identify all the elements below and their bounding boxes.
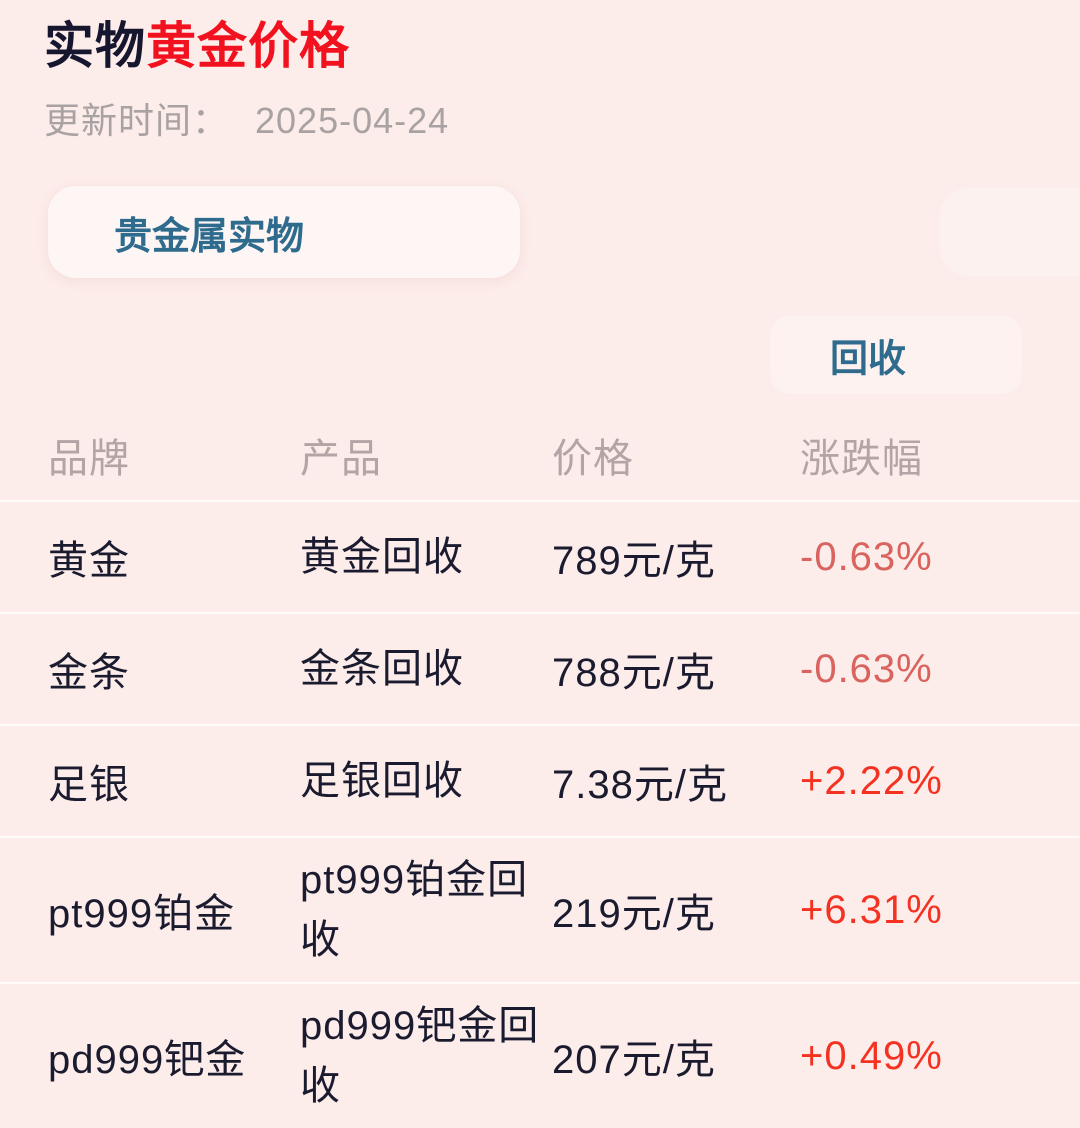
row-price: 789元/克 (552, 539, 716, 583)
table-row: pt999铂金 pt999铂金回收 219元/克 +6.31% (0, 836, 1080, 982)
recycle-mode-pill[interactable] (770, 316, 1022, 394)
update-time: 更新时间： 2025-04-24 (44, 92, 1040, 144)
page-title-prefix: 实物 (44, 18, 146, 74)
row-product: 足银回收 (300, 759, 464, 803)
row-brand: 黄金 (48, 539, 130, 583)
row-brand: pd999钯金 (48, 1038, 247, 1082)
row-price: 788元/克 (552, 651, 716, 695)
row-brand: 足银 (48, 763, 130, 807)
row-product: 黄金回收 (300, 535, 464, 579)
recycle-mode-label[interactable]: 回收 (830, 338, 907, 381)
row-brand: pt999铂金 (48, 892, 236, 936)
row-product: pd999钯金回收 (300, 1004, 540, 1108)
col-header-product: 产品 (300, 437, 382, 481)
row-change: -0.63% (800, 534, 933, 579)
table-row: 金条 金条回收 788元/克 -0.63% (0, 612, 1080, 724)
row-brand: 金条 (48, 651, 130, 695)
col-header-change: 涨跌幅 (800, 437, 923, 481)
page-header: 实物黄金价格 更新时间： 2025-04-24 (0, 0, 1080, 144)
table-row: 黄金 黄金回收 789元/克 -0.63% (0, 500, 1080, 612)
table-row: pd999钯金 pd999钯金回收 207元/克 +0.49% (0, 982, 1080, 1128)
tab-precious-metal-physical[interactable]: 贵金属实物 (48, 186, 520, 278)
row-price: 207元/克 (552, 1038, 716, 1082)
row-price: 7.38元/克 (552, 763, 728, 807)
row-change: +0.49% (800, 1033, 943, 1078)
mode-row: 回收 (0, 316, 1080, 394)
update-time-label: 更新时间： (44, 100, 230, 141)
price-table: 品牌 产品 价格 涨跌幅 黄金 黄金回收 789元/克 -0.63% 金条 金条… (0, 410, 1080, 1128)
tab-next-partial[interactable] (940, 188, 1080, 276)
row-change: +6.31% (800, 887, 943, 932)
row-change: -0.63% (800, 646, 933, 691)
col-header-price: 价格 (552, 437, 634, 481)
row-change: +2.22% (800, 758, 943, 803)
row-product: 金条回收 (300, 647, 464, 691)
table-row: 足银 足银回收 7.38元/克 +2.22% (0, 724, 1080, 836)
page-title-highlight: 黄金价格 (146, 18, 350, 74)
tab-precious-metal-physical-label: 贵金属实物 (114, 215, 305, 258)
col-header-brand: 品牌 (48, 437, 130, 481)
update-time-date: 2025-04-24 (255, 100, 450, 141)
price-table-header: 品牌 产品 价格 涨跌幅 (0, 410, 1080, 500)
row-product: pt999铂金回收 (300, 858, 529, 962)
page-title: 实物黄金价格 (44, 16, 1040, 76)
tab-bar: 贵金属实物 (48, 186, 1080, 278)
row-price: 219元/克 (552, 892, 716, 936)
